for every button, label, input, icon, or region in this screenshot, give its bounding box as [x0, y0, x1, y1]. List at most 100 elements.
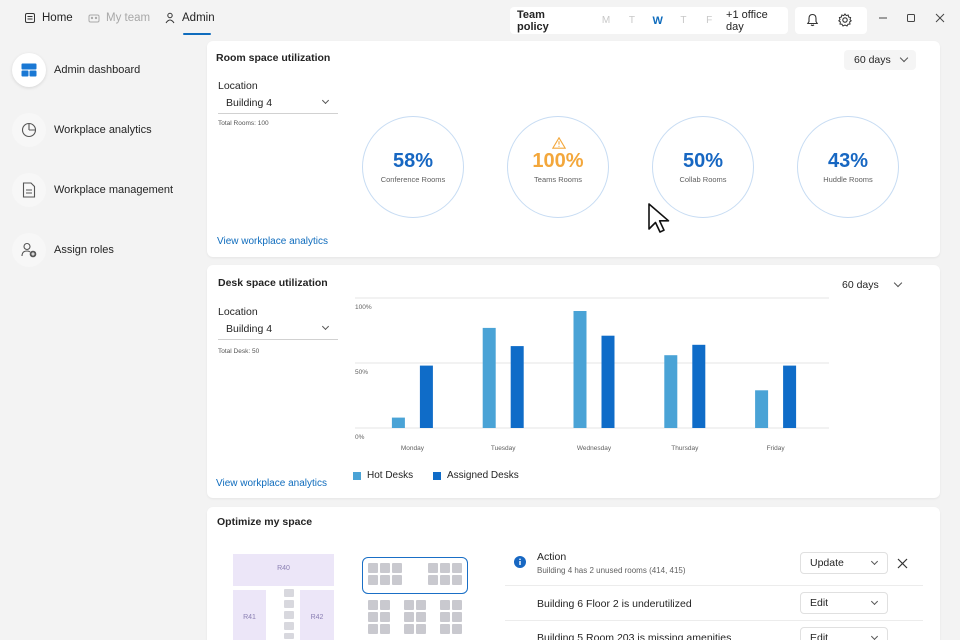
dismiss-icon[interactable] — [897, 558, 908, 569]
legend-label: Assigned Desks — [447, 470, 519, 481]
bar-hot-desks — [664, 355, 678, 428]
bar-hot-desks — [391, 417, 405, 428]
x-tick-label: Tuesday — [491, 445, 516, 452]
action-row-unused-rooms: Action Building 4 has 2 unused rooms (41… — [505, 543, 923, 586]
bar-hot-desks — [482, 327, 496, 428]
chevron-down-icon — [870, 557, 879, 566]
gauge-collab-rooms: 50% Collab Rooms — [652, 116, 754, 218]
room-label: R42 — [310, 614, 324, 621]
y-tick-label: 50% — [355, 369, 368, 376]
action-row-title: Building 5 Room 203 is missing amenities — [537, 632, 732, 640]
desk-range-dropdown[interactable]: 60 days — [832, 275, 910, 295]
room-label: R41 — [243, 614, 256, 621]
desk-analytics-link[interactable]: View workplace analytics — [216, 478, 327, 489]
home-icon — [25, 13, 35, 23]
y-tick-label: 0% — [355, 434, 365, 441]
optimize-card-title: Optimize my space — [217, 516, 313, 528]
mouse-cursor-icon — [648, 203, 670, 233]
desk-range-value: 60 days — [842, 279, 879, 291]
chevron-down-icon — [899, 53, 909, 63]
sidebar-item-admin-dashboard[interactable]: Admin dashboard — [12, 53, 140, 87]
legend-hot-desks: Hot Desks — [353, 470, 413, 481]
y-tick-label: 100% — [355, 304, 372, 311]
policy-day-fri: F — [706, 15, 713, 26]
action-row-subtitle: Building 4 has 2 unused rooms (414, 415) — [537, 566, 686, 575]
room-location-select[interactable]: Building 4 — [218, 94, 338, 114]
action-row-underutilized: Building 6 Floor 2 is underutilized Edit — [505, 587, 923, 621]
room-total: Total Rooms: 100 — [218, 120, 269, 127]
nav-admin[interactable]: Admin — [164, 12, 215, 24]
room-utilization-card: Room space utilization 60 days Location … — [207, 41, 940, 257]
sidebar-item-label: Assign roles — [54, 244, 114, 256]
room-range-value: 60 days — [854, 54, 891, 66]
gear-icon[interactable] — [838, 13, 852, 27]
bar-assigned-desks — [783, 365, 797, 428]
legend-label: Hot Desks — [367, 470, 414, 481]
nav-active-indicator — [183, 33, 211, 35]
gauge-label: Teams Rooms — [534, 175, 582, 184]
chevron-down-icon — [870, 632, 879, 640]
optimize-card: Optimize my space R40 R41 R42 — [207, 507, 940, 640]
policy-day-wed: W — [652, 14, 663, 27]
room-location-value: Building 4 — [226, 97, 273, 109]
gauge-huddle-rooms: 43% Huddle Rooms — [797, 116, 899, 218]
sidebar-item-assign-roles[interactable]: Assign roles — [12, 233, 114, 267]
nav-my-team-label: My team — [106, 12, 151, 24]
warning-icon — [552, 137, 566, 149]
gauge-value: 43% — [827, 150, 869, 172]
info-icon — [514, 556, 526, 568]
policy-day-tue: T — [628, 15, 635, 26]
edit-button[interactable]: Edit — [800, 592, 888, 614]
chevron-down-icon — [321, 96, 330, 105]
floor-desks-column — [284, 589, 294, 639]
action-row-title: Building 6 Floor 2 is underutilized — [537, 598, 692, 610]
room-r41[interactable]: R41 — [233, 590, 266, 640]
team-policy[interactable]: Team policy M T W T F +1 office day — [510, 7, 788, 34]
gauge-label: Conference Rooms — [380, 175, 446, 184]
gauge-conference-rooms: 58% Conference Rooms — [362, 116, 464, 218]
action-row-title: Action — [537, 551, 567, 563]
gauge-teams-rooms: 100% Teams Rooms — [507, 116, 609, 218]
maximize-icon[interactable] — [904, 12, 918, 26]
bar-assigned-desks — [601, 335, 615, 428]
x-tick-label: Thursday — [671, 445, 699, 452]
policy-extra: +1 office day — [726, 8, 768, 33]
room-location-label: Location — [218, 80, 258, 92]
room-r42[interactable]: R42 — [300, 590, 334, 640]
desk-location-select[interactable]: Building 4 — [218, 320, 338, 340]
nav-home-label: Home — [42, 12, 73, 24]
desk-clusters — [368, 600, 462, 634]
gauge-value: 58% — [392, 150, 434, 172]
legend-assigned-desks: Assigned Desks — [433, 470, 519, 481]
close-icon[interactable] — [933, 12, 947, 26]
gauge-value: 50% — [682, 150, 724, 172]
gauge-label: Huddle Rooms — [823, 175, 873, 184]
sidebar-item-workplace-analytics[interactable]: Workplace analytics — [12, 113, 152, 147]
minimize-icon[interactable] — [876, 12, 890, 26]
selected-desk-cluster[interactable] — [362, 557, 468, 594]
legend-swatch — [433, 471, 441, 480]
update-button[interactable]: Update — [800, 552, 888, 574]
room-r40[interactable]: R40 — [233, 554, 334, 586]
nav-home[interactable]: Home — [24, 12, 73, 24]
action-row-missing-amenities: Building 5 Room 203 is missing amenities… — [505, 622, 923, 640]
policy-day-thu: T — [680, 15, 687, 26]
bar-hot-desks — [573, 311, 587, 428]
sidebar-item-workplace-management[interactable]: Workplace management — [12, 173, 173, 207]
team-policy-title: Team policy — [517, 8, 549, 33]
dashboard-icon — [12, 53, 46, 87]
person-add-icon — [12, 233, 46, 267]
sidebar-item-label: Admin dashboard — [54, 64, 141, 76]
document-icon — [12, 173, 46, 207]
desk-total: Total Desk: 50 — [218, 348, 260, 355]
bell-icon[interactable] — [806, 13, 819, 27]
toolbar-icons — [795, 7, 867, 34]
room-card-title: Room space utilization — [216, 52, 331, 64]
room-range-dropdown[interactable]: 60 days — [844, 50, 916, 70]
desk-location-label: Location — [218, 306, 258, 318]
sidebar-item-label: Workplace management — [54, 184, 174, 196]
policy-day-mon: M — [601, 15, 611, 26]
edit-button[interactable]: Edit — [800, 627, 888, 640]
room-analytics-link[interactable]: View workplace analytics — [217, 236, 328, 247]
nav-my-team[interactable]: My team — [88, 12, 150, 24]
